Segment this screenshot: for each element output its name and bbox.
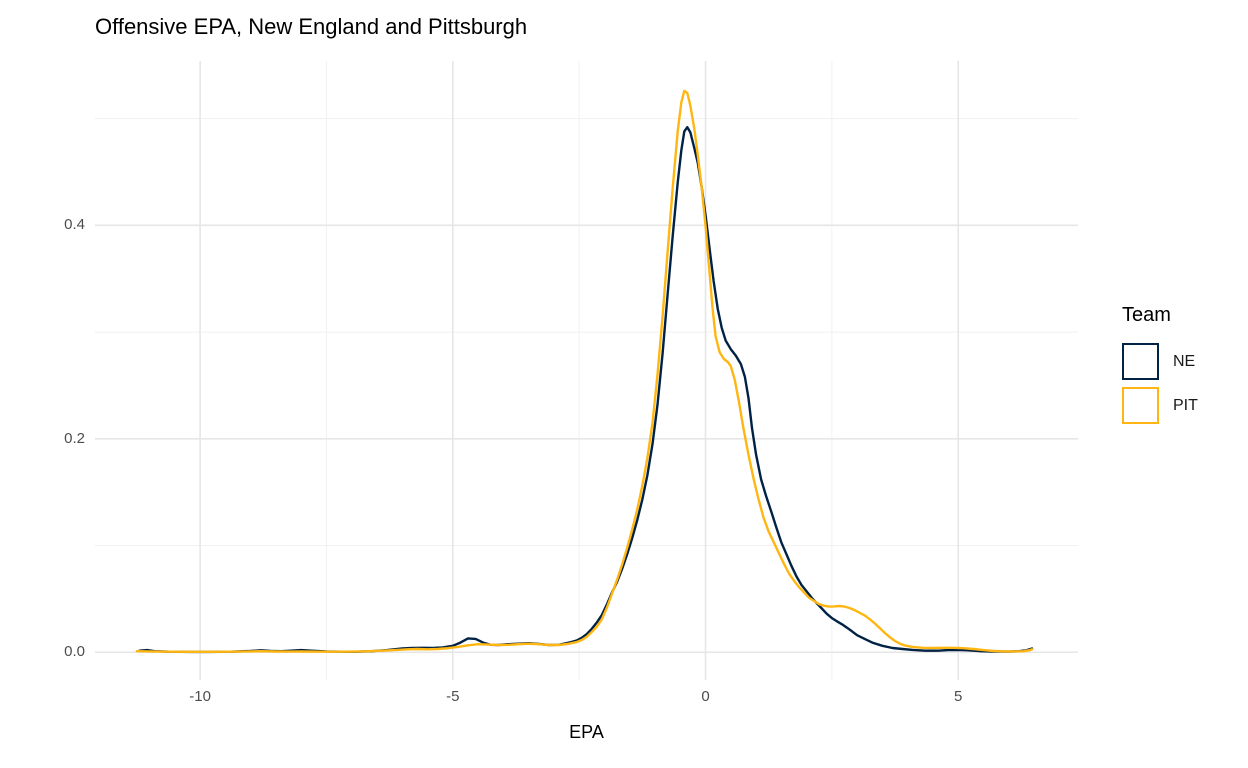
pit-swatch (1122, 387, 1159, 424)
gridlines-minor (95, 61, 1078, 680)
x-axis-title: EPA (569, 722, 604, 742)
density-curves (135, 89, 1034, 654)
legend: Team NE PIT (1122, 304, 1242, 431)
x-tick-label: 0 (701, 688, 710, 705)
ne-swatch (1122, 343, 1159, 380)
y-tick-label: 0.4 (64, 216, 85, 234)
density-curve-pit (135, 89, 1034, 653)
x-tick-label: 5 (954, 688, 963, 705)
gridlines-major (95, 61, 1078, 680)
legend-label-ne: NE (1173, 352, 1196, 370)
y-tick-label: 0.0 (64, 643, 85, 661)
y-tick-label: 0.2 (64, 429, 85, 447)
x-tick-label: -10 (189, 688, 211, 705)
legend-label-pit: PIT (1173, 396, 1198, 414)
legend-title: Team (1122, 304, 1171, 326)
legend-item-pit: PIT (1122, 387, 1242, 424)
plot-title: Offensive EPA, New England and Pittsburg… (95, 14, 528, 39)
density-curve-ne (138, 125, 1034, 654)
legend-item-ne: NE (1122, 343, 1242, 380)
x-tick-label: -5 (446, 688, 460, 705)
